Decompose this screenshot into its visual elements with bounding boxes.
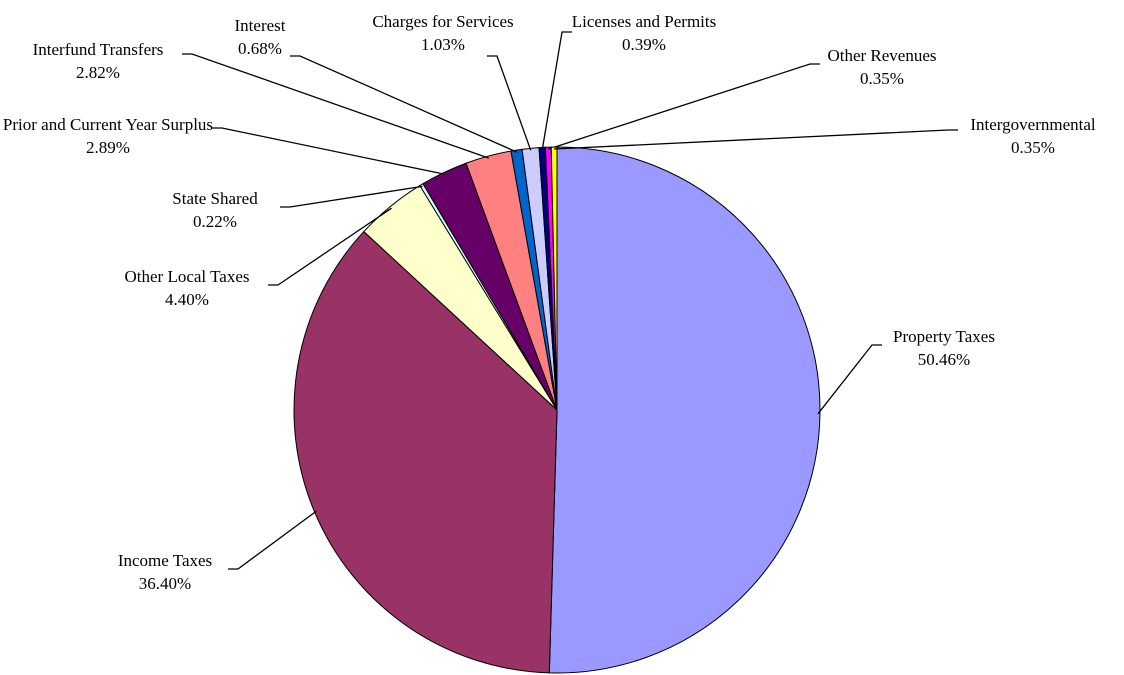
value-label: 0.22%: [193, 212, 237, 231]
value-label: 0.35%: [860, 69, 904, 88]
slice-label: State Shared 0.22%: [172, 187, 257, 233]
pie-slice: [550, 146, 558, 411]
category-label: Income Taxes: [117, 551, 213, 570]
slice-label: Licenses and Permits 0.39%: [572, 10, 716, 56]
category-label: State Shared: [172, 189, 258, 208]
category-label: Licenses and Permits: [571, 12, 717, 31]
slice-label: Intergovernmental 0.35%: [970, 113, 1095, 159]
category-label: Other Local Taxes: [124, 267, 250, 286]
slice-label: Property Taxes 50.46%: [893, 325, 995, 371]
pie-slice: [548, 146, 821, 674]
leader-line: [290, 55, 518, 153]
slice-label: Other Revenues 0.35%: [827, 44, 936, 90]
category-label: Interest: [234, 16, 286, 35]
category-label: Interfund Transfers: [32, 40, 164, 59]
slice-label: Prior and Current Year Surplus 2.89%: [0, 113, 218, 159]
leader-line: [554, 129, 958, 150]
value-label: 4.40%: [165, 290, 209, 309]
category-label: Property Taxes: [893, 327, 995, 346]
category-label: Charges for Services: [372, 12, 514, 31]
leader-line: [541, 31, 572, 150]
value-label: 50.46%: [917, 350, 971, 369]
value-label: 0.35%: [1011, 138, 1055, 157]
slice-label: Charges for Services 1.03%: [372, 10, 513, 56]
value-label: 2.82%: [76, 63, 120, 82]
leader-line: [268, 207, 392, 286]
value-label: 0.39%: [622, 35, 666, 54]
slice-label: Income Taxes 36.40%: [118, 549, 212, 595]
value-label: 2.89%: [86, 138, 130, 157]
slice-label: Interfund Transfers 2.82%: [33, 38, 164, 84]
leader-line: [280, 185, 423, 208]
category-label: Intergovernmental: [970, 115, 1096, 134]
category-label: Prior and Current Year Surplus: [2, 115, 214, 134]
category-label: Other Revenues: [827, 46, 937, 65]
leader-line: [212, 127, 446, 175]
value-label: 1.03%: [421, 35, 465, 54]
value-label: 36.40%: [138, 574, 192, 593]
slice-label: Other Local Taxes 4.40%: [124, 265, 249, 311]
slice-label: Interest 0.68%: [235, 14, 286, 60]
value-label: 0.68%: [238, 39, 282, 58]
leader-line: [487, 55, 532, 151]
leader-line: [228, 510, 317, 570]
leader-line: [548, 63, 820, 150]
leader-line: [182, 53, 489, 159]
leader-line: [817, 344, 882, 415]
